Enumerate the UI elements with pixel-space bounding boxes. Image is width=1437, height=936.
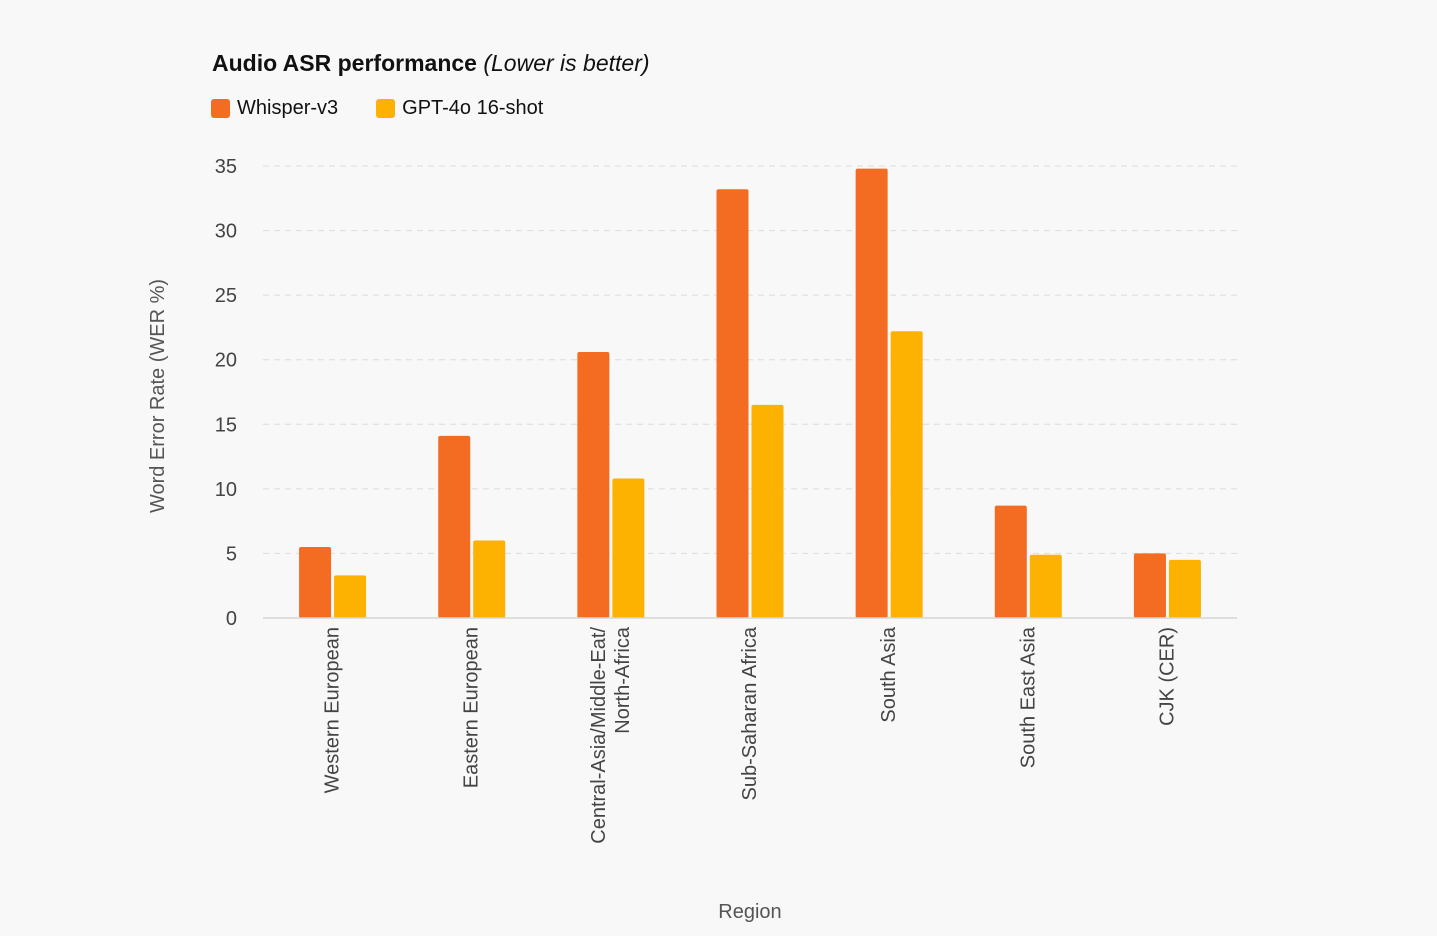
legend-label-gpt4o: GPT-4o 16-shot (402, 97, 544, 119)
x-category-label: Western European (322, 627, 344, 793)
bar-gpt4o-16-shot (1029, 554, 1062, 618)
bar-gpt4o-16-shot (334, 575, 367, 618)
bar-gpt4o-16-shot (473, 540, 506, 618)
y-tick-label: 25 (215, 285, 237, 307)
legend-item-gpt4o: GPT-4o 16-shot (376, 97, 543, 120)
y-tick-label: 20 (215, 350, 237, 372)
y-axis-ticks: 0 5 10 15 20 25 30 35 (215, 156, 237, 630)
x-category-label: South East Asia (1017, 626, 1039, 768)
x-category-label: CJK (CER) (1156, 627, 1178, 726)
y-tick-label: 0 (226, 608, 237, 630)
x-category-label-line: Eastern European (461, 627, 483, 788)
bar-whisper-v3 (299, 546, 332, 618)
y-tick-label: 15 (215, 414, 237, 436)
legend-swatch-gpt4o (376, 99, 396, 118)
x-axis-title: Region (718, 901, 781, 923)
x-category-label-line: Sub-Saharan Africa (739, 626, 761, 800)
bars (299, 168, 1201, 618)
chart-title-main: Audio ASR performance (212, 50, 477, 76)
bar-gpt4o-16-shot (612, 478, 645, 618)
x-category-label: Central-Asia/Middle-Eat/North-Africa (588, 626, 634, 844)
legend-item-whisper: Whisper-v3 (211, 97, 338, 120)
bar-whisper-v3 (577, 351, 610, 618)
bar-whisper-v3 (994, 505, 1027, 618)
x-category-label: South Asia (878, 626, 900, 723)
chart-title: Audio ASR performance (Lower is better) (212, 50, 650, 77)
bar-gpt4o-16-shot (751, 404, 784, 618)
legend-label-whisper: Whisper-v3 (237, 97, 339, 119)
x-category-label-line: North-Africa (612, 626, 634, 734)
x-axis-categories: Western European Eastern European Central-… (322, 626, 1179, 844)
x-category-label: Eastern European (461, 627, 483, 788)
y-axis-title: Word Error Rate (WER %) (147, 279, 169, 513)
bar-whisper-v3 (716, 189, 749, 618)
x-category-label-line: South Asia (878, 626, 900, 723)
x-category-label-line: Western European (322, 627, 344, 793)
legend-swatch-whisper (211, 99, 230, 118)
y-tick-label: 5 (226, 543, 237, 565)
y-tick-label: 30 (215, 221, 237, 243)
bar-gpt4o-16-shot (890, 331, 923, 618)
y-tick-label: 35 (215, 156, 237, 178)
bar-whisper-v3 (855, 168, 888, 618)
grid-lines (263, 165, 1237, 554)
x-category-label-line: Central-Asia/Middle-Eat/ (588, 627, 610, 844)
bar-whisper-v3 (438, 435, 471, 618)
chart-legend: Whisper-v3 GPT-4o 16-shot (211, 97, 581, 120)
y-tick-label: 10 (215, 479, 237, 501)
x-category-label-line: CJK (CER) (1156, 627, 1178, 726)
chart-subtitle: (Lower is better) (483, 50, 650, 76)
x-category-label-line: South East Asia (1017, 626, 1039, 768)
x-category-label: Sub-Saharan Africa (739, 626, 761, 800)
bar-whisper-v3 (1133, 553, 1166, 618)
bar-gpt4o-16-shot (1168, 559, 1201, 618)
